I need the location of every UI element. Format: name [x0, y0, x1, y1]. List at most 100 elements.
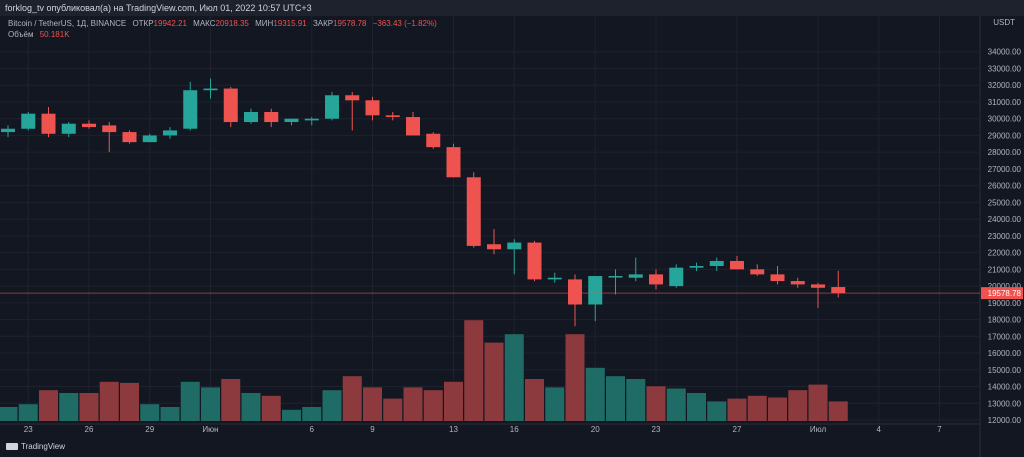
candle-body[interactable]: [669, 267, 684, 287]
publish-bar: forklog_tv опубликовал(а) на TradingView…: [0, 0, 1024, 16]
volume-bar: [565, 334, 585, 421]
time-tick-label: 13: [449, 425, 458, 434]
time-tick-label: 9: [370, 425, 375, 434]
volume-bar: [322, 390, 342, 421]
close-label: ЗАКР: [312, 19, 334, 28]
candle-body[interactable]: [284, 118, 299, 123]
price-tick-label: 34000.00: [988, 48, 1022, 57]
price-tick-label: 27000.00: [988, 165, 1022, 174]
candle-body[interactable]: [527, 242, 542, 280]
tradingview-logo[interactable]: TradingView: [6, 442, 65, 451]
candle-body[interactable]: [142, 135, 157, 143]
candle-body[interactable]: [385, 115, 400, 118]
high-label: МАКС: [193, 19, 216, 28]
volume-bar: [302, 407, 322, 421]
open-label: ОТКР: [132, 19, 154, 28]
time-tick-label: 29: [145, 425, 154, 434]
candle-body[interactable]: [608, 276, 623, 278]
candle-body[interactable]: [223, 88, 238, 123]
candle-body[interactable]: [507, 242, 522, 250]
candle-body[interactable]: [831, 287, 846, 294]
volume-bar: [444, 381, 463, 421]
volume-bar: [484, 342, 504, 421]
volume-bar: [464, 320, 484, 421]
volume-bar: [525, 379, 544, 421]
time-tick-label: 27: [733, 425, 742, 434]
candle-body[interactable]: [82, 123, 96, 128]
candle-body[interactable]: [750, 269, 765, 275]
volume-bar: [383, 398, 403, 421]
candle-body[interactable]: [446, 147, 461, 178]
volume-bar: [687, 393, 706, 421]
open-value: 19942.21: [153, 19, 187, 28]
symbol-title[interactable]: Bitcoin / TetherUS, 1Д, BINANCE: [8, 19, 127, 28]
candle-body[interactable]: [628, 274, 643, 278]
candle-body[interactable]: [689, 266, 704, 268]
candle-body[interactable]: [325, 95, 339, 119]
volume-bar: [727, 398, 747, 421]
candle-body[interactable]: [122, 132, 137, 143]
volume-bar: [626, 379, 646, 421]
candle-body[interactable]: [345, 95, 360, 101]
volume-bar: [707, 401, 727, 421]
candle-body[interactable]: [466, 177, 481, 246]
candle-body[interactable]: [811, 284, 825, 288]
publish-info: forklog_tv опубликовал(а) на TradingView…: [5, 3, 312, 13]
candle-body[interactable]: [649, 274, 663, 285]
candle-body[interactable]: [770, 274, 785, 282]
time-tick-label: 6: [310, 425, 315, 434]
candle-body[interactable]: [709, 260, 724, 266]
candle-body[interactable]: [183, 90, 198, 129]
candle-body[interactable]: [264, 112, 279, 123]
price-tick-label: 18000.00: [988, 316, 1022, 325]
volume-value: 50.181K: [39, 30, 70, 39]
last-price-tag: [981, 287, 1023, 300]
candle-body[interactable]: [1, 128, 15, 133]
chart-legend: Bitcoin / TetherUS, 1Д, BINANCE ОТКР1994…: [8, 18, 437, 40]
candle-body[interactable]: [61, 123, 76, 134]
volume-bar: [403, 387, 423, 421]
candle-body[interactable]: [568, 279, 582, 305]
candle-body[interactable]: [790, 281, 805, 285]
candle-body[interactable]: [426, 133, 441, 148]
volume-bar: [828, 401, 848, 421]
candle-body[interactable]: [304, 118, 319, 121]
candle-body[interactable]: [102, 125, 117, 133]
price-axis-panel: [980, 16, 1024, 457]
price-tick-label: 13000.00: [988, 399, 1022, 408]
candle-body[interactable]: [163, 130, 177, 136]
volume-label[interactable]: Объём: [8, 30, 34, 39]
price-tick-label: 16000.00: [988, 349, 1022, 358]
volume-bar: [585, 367, 605, 421]
price-tick-label: 15000.00: [988, 366, 1022, 375]
volume-bar: [423, 390, 443, 421]
change-value: −363.43 (−1.82%): [372, 19, 437, 28]
candle-body[interactable]: [41, 113, 56, 134]
price-tick-label: 25000.00: [988, 198, 1022, 207]
price-tick-label: 28000.00: [988, 148, 1022, 157]
candle-body[interactable]: [406, 117, 420, 136]
tradingview-brand: TradingView: [21, 442, 66, 451]
price-tick-label: 14000.00: [988, 383, 1022, 392]
volume-bar: [180, 381, 200, 421]
candle-body[interactable]: [365, 100, 380, 116]
volume-bar: [0, 407, 18, 421]
time-tick-label: 23: [24, 425, 33, 434]
candle-body[interactable]: [588, 276, 603, 305]
candle-body[interactable]: [487, 244, 501, 250]
last-price-label: 19578.78: [988, 289, 1022, 298]
volume-bar: [241, 393, 261, 421]
volume-bar: [261, 395, 281, 421]
candle-body[interactable]: [244, 112, 258, 123]
time-tick-label: 23: [652, 425, 661, 434]
candle-body[interactable]: [21, 113, 36, 129]
volume-bar: [221, 379, 241, 421]
volume-bar: [788, 390, 808, 421]
candle-body[interactable]: [730, 260, 744, 270]
price-tick-label: 20000.00: [988, 282, 1022, 291]
volume-bar: [59, 393, 79, 421]
candle-body[interactable]: [203, 88, 218, 91]
candle-body[interactable]: [547, 277, 562, 280]
currency-label: USDT: [993, 18, 1015, 27]
